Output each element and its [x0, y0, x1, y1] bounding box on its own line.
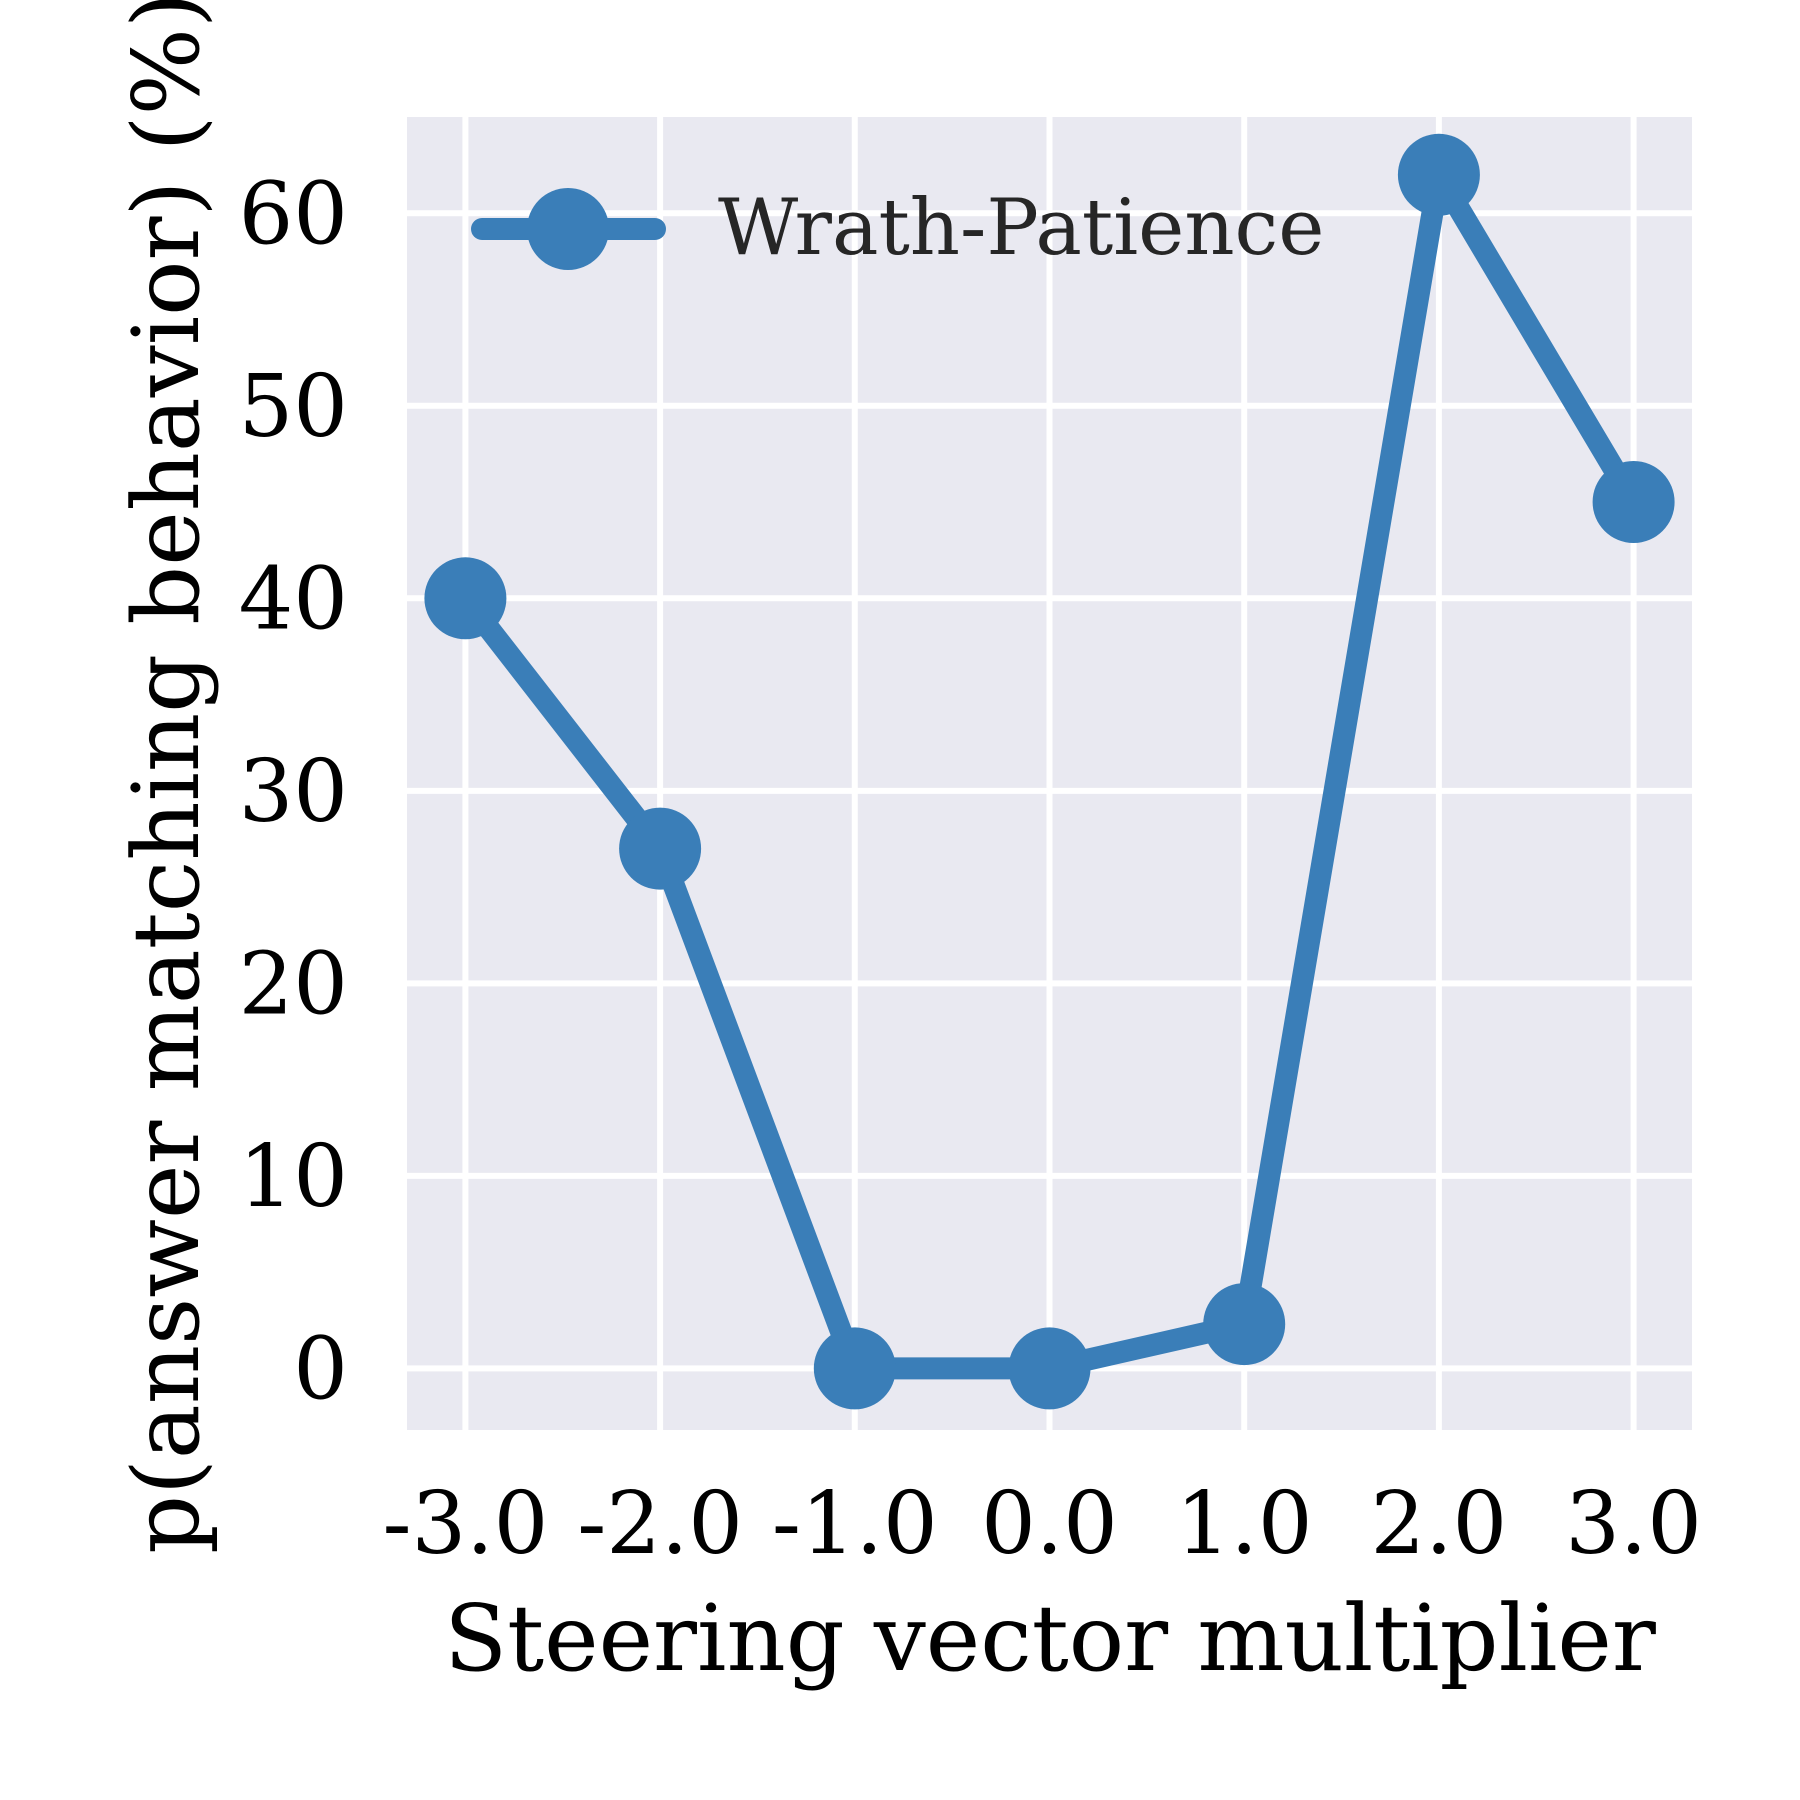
- legend-label: Wrath-Patience: [718, 183, 1324, 273]
- x-tick-label: -3.0: [382, 1474, 548, 1574]
- x-tick-label: 0.0: [981, 1474, 1118, 1574]
- data-point: [1592, 461, 1675, 543]
- data-point: [1203, 1283, 1286, 1366]
- x-tick-label: 1.0: [1176, 1474, 1313, 1574]
- x-tick-label: -1.0: [772, 1474, 938, 1574]
- y-axis-label: p(answer matching behavior) (%): [113, 0, 220, 1554]
- y-tick-label: 10: [239, 1127, 348, 1227]
- y-tick-label: 50: [239, 357, 348, 457]
- y-tick-label: 40: [239, 549, 348, 649]
- y-tick-label: 0: [293, 1319, 348, 1419]
- legend-marker: [527, 188, 609, 270]
- x-tick-label: 2.0: [1371, 1474, 1508, 1574]
- y-tick-label: 20: [239, 934, 348, 1034]
- data-point: [424, 557, 507, 640]
- y-tick-label: 30: [239, 742, 348, 842]
- grid-lines: [407, 117, 1692, 1430]
- data-point: [813, 1327, 896, 1410]
- x-tick-label: 3.0: [1565, 1474, 1702, 1574]
- data-point: [619, 807, 702, 890]
- legend: Wrath-Patience: [471, 183, 1324, 273]
- x-tick-labels: -3.0 -2.0 -1.0 0.0 1.0 2.0 3.0: [382, 1474, 1701, 1574]
- x-axis-label: Steering vector multiplier: [444, 1585, 1656, 1692]
- x-tick-label: -2.0: [577, 1474, 743, 1574]
- data-point: [1008, 1327, 1091, 1410]
- y-tick-labels: 0 10 20 30 40 50 60: [239, 164, 348, 1419]
- data-point: [1397, 133, 1480, 216]
- y-tick-label: 60: [239, 164, 348, 264]
- series-layer: [424, 133, 1675, 1410]
